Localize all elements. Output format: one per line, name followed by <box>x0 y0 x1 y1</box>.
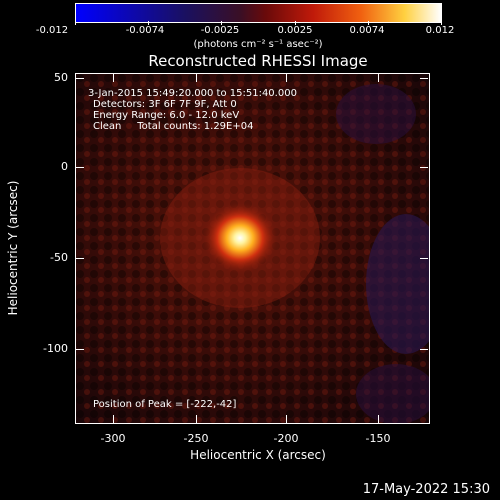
x-tick <box>113 415 114 423</box>
peak-position-label: Position of Peak = [-222,-42] <box>93 399 237 410</box>
colorbar-gradient <box>76 4 441 22</box>
y-tick <box>420 258 428 259</box>
colorbar-units: (photons cm⁻² s⁻¹ asec⁻²) <box>193 39 323 50</box>
x-tick <box>113 74 114 82</box>
x-tick-label: -150 <box>365 432 391 445</box>
x-tick <box>286 415 287 423</box>
x-tick <box>378 415 379 423</box>
x-tick <box>378 74 379 82</box>
colorbar-tick-label: 0.012 <box>425 25 455 36</box>
rhessi-image-plot[interactable]: 3-Jan-2015 15:49:20.000 to 15:51:40.000 … <box>75 73 430 424</box>
colorbar-tick-label: -0.0074 <box>125 25 165 36</box>
colorbar-tick-label: -0.0025 <box>200 25 240 36</box>
y-tick-label: -50 <box>50 251 68 264</box>
energy-range-label: Energy Range: 6.0 - 12.0 keV <box>93 110 240 121</box>
y-tick <box>420 349 428 350</box>
y-tick <box>420 78 428 79</box>
y-tick <box>76 78 84 79</box>
colorbar-tick-label: 0.0074 <box>349 25 385 36</box>
x-tick <box>196 74 197 82</box>
plot-title: Reconstructed RHESSI Image <box>148 52 368 70</box>
time-range-label: 3-Jan-2015 15:49:20.000 to 15:51:40.000 <box>88 88 297 99</box>
timestamp: 17-May-2022 15:30 <box>362 482 490 497</box>
colorbar <box>75 3 442 23</box>
x-axis-label: Heliocentric X (arcsec) <box>190 448 326 462</box>
detectors-label: Detectors: 3F 6F 7F 9F, Att 0 <box>93 99 237 110</box>
y-tick-label: 0 <box>61 160 68 173</box>
x-tick <box>196 415 197 423</box>
y-tick-label: 50 <box>54 71 68 84</box>
clean-counts-label: Clean Total counts: 1.29E+04 <box>93 121 254 132</box>
x-tick-label: -200 <box>273 432 299 445</box>
x-tick-label: -250 <box>183 432 209 445</box>
x-tick <box>286 74 287 82</box>
colorbar-ticks <box>75 21 442 26</box>
y-tick <box>76 349 84 350</box>
colorbar-tick-label: 0.0025 <box>277 25 313 36</box>
colorbar-tick-label: -0.012 <box>35 25 69 36</box>
y-tick <box>76 258 84 259</box>
x-tick-label: -300 <box>100 432 126 445</box>
rhessi-image <box>76 74 429 423</box>
y-tick <box>420 167 428 168</box>
y-tick <box>76 167 84 168</box>
y-axis-label: Heliocentric Y (arcsec) <box>6 180 20 316</box>
y-tick-label: -100 <box>43 342 68 355</box>
